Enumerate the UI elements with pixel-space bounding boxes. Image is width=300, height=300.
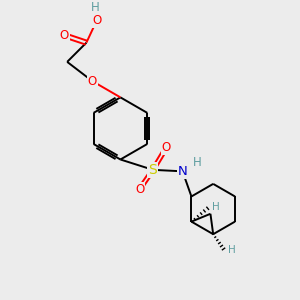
- Text: O: O: [88, 75, 97, 88]
- Text: O: O: [60, 29, 69, 42]
- Text: H: H: [212, 202, 220, 212]
- Text: S: S: [148, 163, 157, 177]
- Text: H: H: [193, 156, 202, 169]
- Text: H: H: [91, 1, 100, 13]
- Text: N: N: [178, 165, 188, 178]
- Text: H: H: [228, 245, 236, 256]
- Text: O: O: [135, 183, 144, 196]
- Text: O: O: [92, 14, 101, 27]
- Text: O: O: [162, 141, 171, 154]
